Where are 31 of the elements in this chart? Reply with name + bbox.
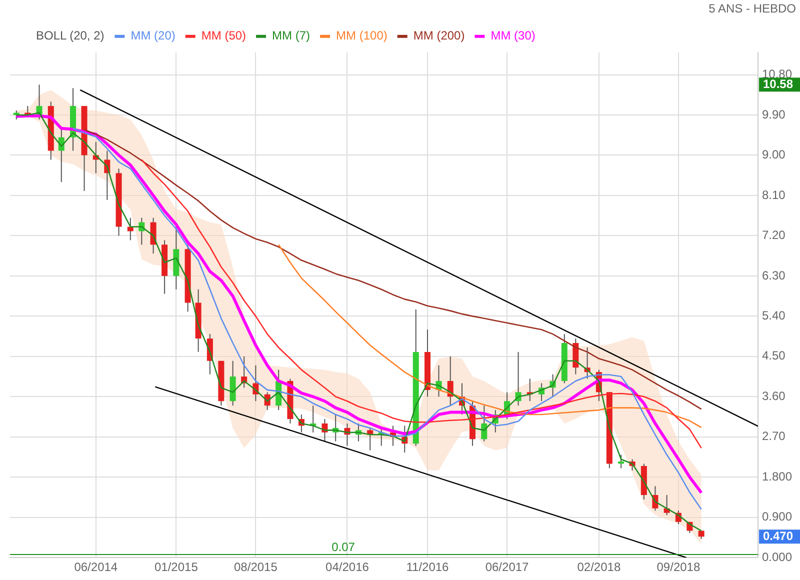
- x-tick-label: 06/2017: [485, 560, 530, 574]
- ref-line-label: 0.07: [332, 540, 356, 554]
- y-tick-label: 0.000: [762, 550, 792, 564]
- legend-label: MM (30): [490, 28, 536, 43]
- legend-label: MM (7): [272, 28, 310, 43]
- x-tick-label: 04/2016: [326, 560, 370, 574]
- text: 0.470: [762, 528, 794, 543]
- chart-subtitle: 5 ANS - HEBDO: [708, 2, 796, 16]
- y-tick-label: 0.900: [762, 510, 792, 524]
- legend-label: MM (50): [201, 28, 246, 43]
- y-tick-label: 4.50: [762, 348, 786, 363]
- y-tick-label: 5.40: [762, 308, 786, 322]
- y-tick-label: 1.800: [762, 469, 792, 484]
- x-tick-label: 01/2015: [154, 560, 198, 574]
- y-tick-label: 6.30: [762, 268, 786, 282]
- y-tick-label: 2.70: [762, 429, 786, 444]
- x-tick-label: 11/2016: [406, 560, 450, 574]
- y-tick-label: 3.60: [762, 388, 786, 403]
- y-tick-label: 9.00: [762, 148, 786, 162]
- x-tick-label: 08/2015: [234, 560, 278, 574]
- legend-label: MM (200): [413, 28, 465, 43]
- x-tick-label: 02/2018: [577, 560, 621, 574]
- y-tick-label: 8.10: [762, 188, 786, 202]
- legend-title: BOLL (20, 2): [36, 28, 104, 43]
- y-tick-label: 9.90: [762, 107, 786, 122]
- legend-label: MM (100): [336, 28, 388, 43]
- x-tick-label: 06/2014: [74, 560, 118, 574]
- x-tick-label: 09/2018: [656, 560, 700, 574]
- text: 10.58: [762, 76, 794, 91]
- y-tick-label: 7.20: [762, 228, 786, 242]
- legend-label: MM (20): [130, 28, 176, 43]
